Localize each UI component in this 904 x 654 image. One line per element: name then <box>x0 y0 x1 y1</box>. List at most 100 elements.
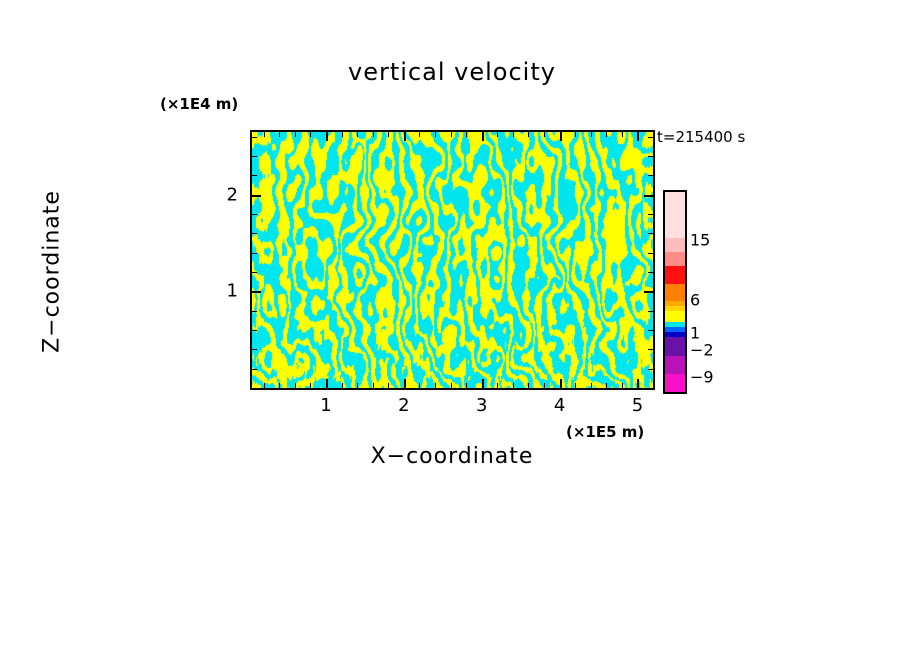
minor-tick-x <box>419 132 421 137</box>
contour-plot-area[interactable] <box>250 130 655 390</box>
x-axis-title: X−coordinate <box>370 444 534 469</box>
x-tick-label: 3 <box>475 395 488 416</box>
minor-tick-x <box>543 132 545 137</box>
minor-tick-x <box>279 383 281 388</box>
minor-tick-x <box>528 383 530 388</box>
major-tick-x <box>403 379 406 388</box>
colorbar-band <box>665 266 685 284</box>
major-tick-x <box>403 132 406 141</box>
colorbar[interactable] <box>663 190 687 394</box>
x-tick-label: 5 <box>631 395 644 416</box>
minor-tick-y <box>252 368 257 370</box>
minor-tick-x <box>263 132 265 137</box>
minor-tick-x <box>606 132 608 137</box>
minor-tick-x <box>341 132 343 137</box>
colorbar-band <box>665 306 685 311</box>
minor-tick-x <box>450 132 452 137</box>
major-tick-x <box>481 379 484 388</box>
minor-tick-y <box>648 330 653 332</box>
colorbar-band <box>665 238 685 252</box>
y-tick-label: 2 <box>226 184 238 206</box>
minor-tick-y <box>648 136 653 138</box>
minor-tick-x <box>310 383 312 388</box>
major-tick-x <box>325 379 328 388</box>
minor-tick-x <box>497 383 499 388</box>
minor-tick-x <box>310 132 312 137</box>
colorbar-band <box>665 192 685 238</box>
minor-tick-y <box>648 156 653 158</box>
minor-tick-x <box>419 383 421 388</box>
minor-tick-x <box>294 383 296 388</box>
minor-tick-x <box>466 383 468 388</box>
minor-tick-x <box>543 383 545 388</box>
colorbar-label: 1 <box>690 323 701 343</box>
minor-tick-y <box>648 349 653 351</box>
minor-tick-y <box>648 368 653 370</box>
major-tick-x <box>637 132 640 141</box>
y-tick-label: 1 <box>226 280 238 302</box>
minor-tick-x <box>434 383 436 388</box>
x-tick-label: 1 <box>320 395 332 416</box>
minor-tick-x <box>372 383 374 388</box>
major-tick-y <box>644 194 653 197</box>
minor-tick-y <box>252 349 257 351</box>
minor-tick-x <box>357 383 359 388</box>
colorbar-band <box>665 327 685 332</box>
colorbar-band <box>665 317 685 322</box>
colorbar-label: −9 <box>690 367 714 387</box>
colorbar-band <box>665 337 685 356</box>
minor-tick-x <box>294 132 296 137</box>
x-axis-unit-label: (×1E5 m) <box>566 423 645 441</box>
major-tick-y <box>252 291 261 294</box>
minor-tick-y <box>648 272 653 274</box>
minor-tick-x <box>512 383 514 388</box>
minor-tick-x <box>466 132 468 137</box>
minor-tick-y <box>252 156 257 158</box>
colorbar-band <box>665 356 685 374</box>
minor-tick-y <box>648 310 653 312</box>
minor-tick-y <box>252 175 257 177</box>
minor-tick-x <box>621 132 623 137</box>
minor-tick-y <box>252 272 257 274</box>
minor-tick-y <box>252 214 257 216</box>
minor-tick-x <box>372 132 374 137</box>
major-tick-x <box>559 132 562 141</box>
minor-tick-x <box>263 383 265 388</box>
minor-tick-x <box>528 132 530 137</box>
colorbar-label: 6 <box>690 290 701 310</box>
major-tick-x <box>559 379 562 388</box>
minor-tick-y <box>648 175 653 177</box>
minor-tick-x <box>590 383 592 388</box>
colorbar-band <box>665 374 685 392</box>
minor-tick-x <box>341 383 343 388</box>
colorbar-band <box>665 301 685 306</box>
minor-tick-x <box>606 383 608 388</box>
major-tick-y <box>644 291 653 294</box>
minor-tick-y <box>648 214 653 216</box>
colorbar-band <box>665 322 685 327</box>
minor-tick-y <box>252 310 257 312</box>
minor-tick-y <box>252 233 257 235</box>
minor-tick-x <box>575 383 577 388</box>
x-tick-label: 2 <box>398 395 410 416</box>
minor-tick-x <box>357 132 359 137</box>
colorbar-label: −2 <box>690 340 714 360</box>
y-axis-title: Z−coordinate <box>39 190 65 353</box>
minor-tick-x <box>388 132 390 137</box>
minor-tick-x <box>434 132 436 137</box>
colorbar-band <box>665 332 685 337</box>
minor-tick-x <box>590 132 592 137</box>
minor-tick-y <box>252 252 257 254</box>
minor-tick-y <box>648 233 653 235</box>
minor-tick-x <box>279 132 281 137</box>
minor-tick-x <box>450 383 452 388</box>
contour-field <box>252 132 653 388</box>
major-tick-x <box>481 132 484 141</box>
minor-tick-x <box>388 383 390 388</box>
y-axis-unit-label: (×1E4 m) <box>160 95 239 113</box>
time-annotation: t=215400 s <box>657 128 746 146</box>
colorbar-band <box>665 284 685 301</box>
major-tick-x <box>325 132 328 141</box>
page-title: vertical velocity <box>348 58 556 86</box>
x-tick-label: 4 <box>553 395 566 416</box>
